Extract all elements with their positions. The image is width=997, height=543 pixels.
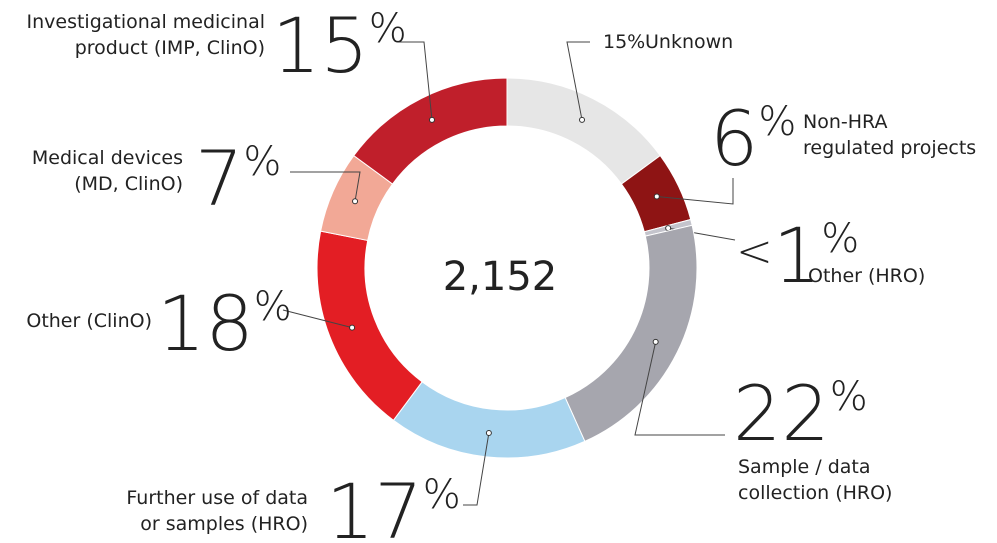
donut-segment xyxy=(316,230,423,422)
leader-line xyxy=(282,309,353,329)
category-label: collection (HRO) xyxy=(738,482,892,504)
value-label: <1% xyxy=(736,211,859,300)
value-label: 6% xyxy=(710,94,796,183)
value-label: 17% xyxy=(326,467,461,543)
category-label: Investigational medicinal xyxy=(27,11,266,33)
value-label: 18% xyxy=(157,279,292,368)
category-label: Unknown xyxy=(645,31,733,53)
category-label: Sample / data xyxy=(738,456,871,478)
donut-segment xyxy=(564,224,698,442)
leader-line xyxy=(634,341,725,436)
value-label: 15% xyxy=(272,1,407,90)
category-label: Further use of data xyxy=(126,487,308,509)
category-label: Other (ClinO) xyxy=(26,310,152,332)
value-label: 7% xyxy=(195,134,281,223)
leader-dot xyxy=(352,198,359,205)
category-label: Non-HRA xyxy=(803,111,887,133)
leader-line xyxy=(463,432,490,506)
leader-line xyxy=(566,41,590,121)
leader-dot xyxy=(652,338,659,345)
donut-segment xyxy=(353,77,508,185)
category-label: product (IMP, ClinO) xyxy=(75,37,265,59)
leader-dot xyxy=(579,116,586,123)
donut-segment xyxy=(506,77,661,185)
leader-dot xyxy=(653,193,660,200)
category-label: regulated projects xyxy=(803,137,976,159)
leader-dot xyxy=(349,324,356,331)
category-label: Other (HRO) xyxy=(808,265,925,287)
value-label: 15% xyxy=(603,31,645,53)
category-label: (MD, ClinO) xyxy=(74,173,183,195)
value-label: 22% xyxy=(733,369,868,458)
leader-line xyxy=(290,171,361,202)
center-label: 2,152 xyxy=(443,254,558,300)
donut-segment xyxy=(392,381,586,459)
leader-dot xyxy=(428,116,435,123)
leader-line xyxy=(656,178,734,205)
category-label: Medical devices xyxy=(32,147,183,169)
leader-dot xyxy=(485,430,492,437)
leader-line xyxy=(398,41,433,120)
category-label: or samples (HRO) xyxy=(140,513,308,535)
